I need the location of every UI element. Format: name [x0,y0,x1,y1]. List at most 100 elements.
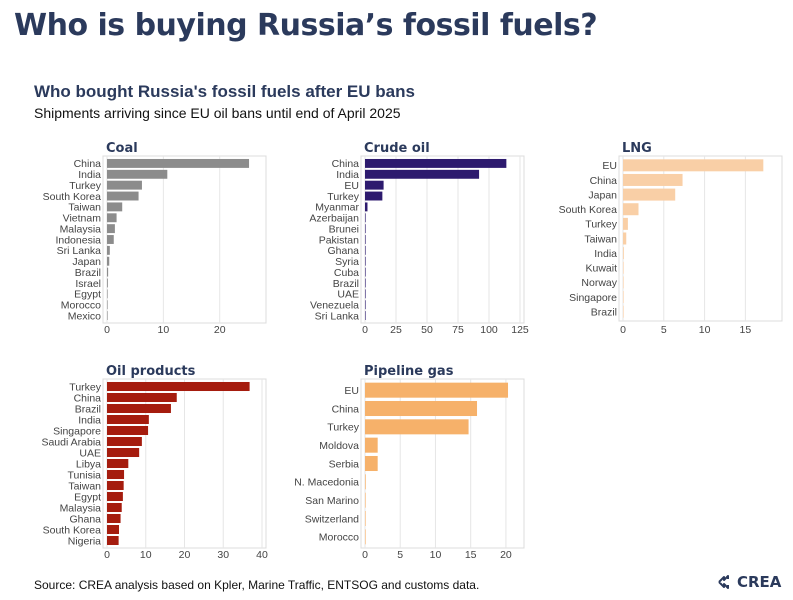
pipeline-gas-category-label: Moldova [319,440,359,452]
oil-products-category-label: China [74,392,102,404]
pipeline-gas-category-label: EU [344,385,359,397]
pipeline-gas-x-tick-label: 20 [500,549,512,561]
crude-oil-bar [365,169,480,179]
coal-category-label: Mexico [68,310,101,322]
coal-category-label: Japan [72,256,101,268]
crude-oil-bar [365,235,366,244]
lng-bar [623,232,627,245]
lng-category-label: Norway [581,277,617,289]
oil-products-category-label: Saudi Arabia [41,436,101,448]
oil-products-category-label: Singapore [53,425,101,437]
coal-bar [107,235,114,244]
lng-category-label: China [590,175,618,187]
pipeline-gas-category-label: Serbia [329,458,360,470]
oil-products-bar [107,392,177,403]
coal-category-label: India [78,169,101,181]
oil-products-category-label: UAE [79,447,101,459]
pipeline-gas-bar [365,510,366,527]
crude-oil-x-tick-label: 125 [511,324,529,336]
coal-category-label: Egypt [74,289,101,301]
crude-oil-bar [365,245,366,255]
crude-oil-bar [365,278,366,288]
lng-bar [623,159,764,172]
coal-x-tick-label: 20 [214,324,226,336]
coal-bar [107,180,142,190]
crude-oil-bar [365,180,384,190]
coal-bar [107,267,109,277]
page-title: Who is buying Russia’s fossil fuels? [14,8,598,43]
chart-caption: Shipments arriving since EU oil bans unt… [34,105,401,121]
coal-category-label: Israel [75,278,101,290]
coal-bar [107,158,250,168]
oil-products-category-label: Ghana [69,513,101,525]
pipeline-gas-category-label: San Marino [305,495,359,507]
coal-bar [107,191,139,201]
oil-products-category-label: Malaysia [60,502,102,514]
crude-oil-plot-frame [360,155,525,324]
coal-bar [107,224,115,234]
pipeline-gas-x-tick-label: 15 [465,549,477,561]
pipeline-gas-plot-frame [360,378,525,549]
crea-logo: CREA [718,573,781,591]
coal-x-tick-label: 0 [104,324,110,336]
crude-oil-bar [365,158,507,168]
pipeline-gas-x-tick-label: 0 [362,549,368,561]
oil-products-bar [107,502,122,513]
lng-category-label: Japan [588,189,617,201]
lng-x-tick-label: 10 [699,324,711,336]
oil-products-bar [107,425,149,436]
lng-bar [623,203,639,216]
crude-oil-bar [365,300,366,310]
crude-oil-x-tick-label: 100 [480,324,498,336]
coal-bar [107,169,168,179]
lng-category-label: India [594,248,617,260]
oil-products-bar [107,524,120,535]
crude-oil-category-label: Cuba [334,267,359,279]
crude-oil-bar [365,191,383,201]
crude-oil-bar [365,256,366,266]
oil-products-category-label: Turkey [69,381,101,393]
crude-oil-bar [365,213,366,223]
oil-products-category-label: South Korea [43,524,102,536]
lng-x-tick-label: 0 [620,324,626,336]
pipeline-gas-category-label: Switzerland [305,513,359,525]
lng-bar [623,291,624,304]
crea-logo-icon [718,575,729,589]
pipeline-gas-category-label: China [332,403,360,415]
crude-oil-bar [365,202,368,212]
crude-oil-category-label: China [332,158,360,170]
pipeline-gas-bar [365,419,469,435]
pipeline-gas-category-label: N. Macedonia [294,477,359,489]
panel-title-oil-products: Oil products [106,364,196,379]
oil-products-bar [107,403,171,414]
oil-products-bar [107,491,123,502]
crude-oil-category-label: Pakistan [319,234,359,246]
oil-products-bar [107,480,124,491]
pipeline-gas-bar [365,382,509,398]
oil-products-category-label: Brazil [75,403,101,415]
oil-products-category-label: Egypt [74,491,101,503]
oil-products-x-tick-label: 30 [217,549,229,561]
crude-oil-category-label: Turkey [327,191,359,203]
crude-oil-category-label: Sri Lanka [315,310,360,322]
oil-products-bar [107,535,119,546]
lng-category-label: Taiwan [584,233,617,245]
panel-title-crude-oil: Crude oil [364,141,430,156]
pipeline-gas-bar [365,400,478,417]
crude-oil-category-label: Azerbaijan [309,213,359,225]
crude-oil-bar [365,267,366,277]
crude-oil-category-label: Brazil [333,278,359,290]
coal-category-label: Vietnam [63,213,102,225]
crude-oil-x-tick-label: 75 [452,324,464,336]
panel-title-coal: Coal [106,141,138,156]
lng-category-label: Singapore [569,292,617,304]
lng-bar [623,305,624,318]
coal-plot-frame [102,155,267,324]
lng-bar [623,173,683,186]
coal-category-label: China [74,158,102,170]
oil-products-category-label: Nigeria [68,535,101,547]
panel-title-pipeline-gas: Pipeline gas [364,364,454,379]
oil-products-x-tick-label: 20 [179,549,191,561]
